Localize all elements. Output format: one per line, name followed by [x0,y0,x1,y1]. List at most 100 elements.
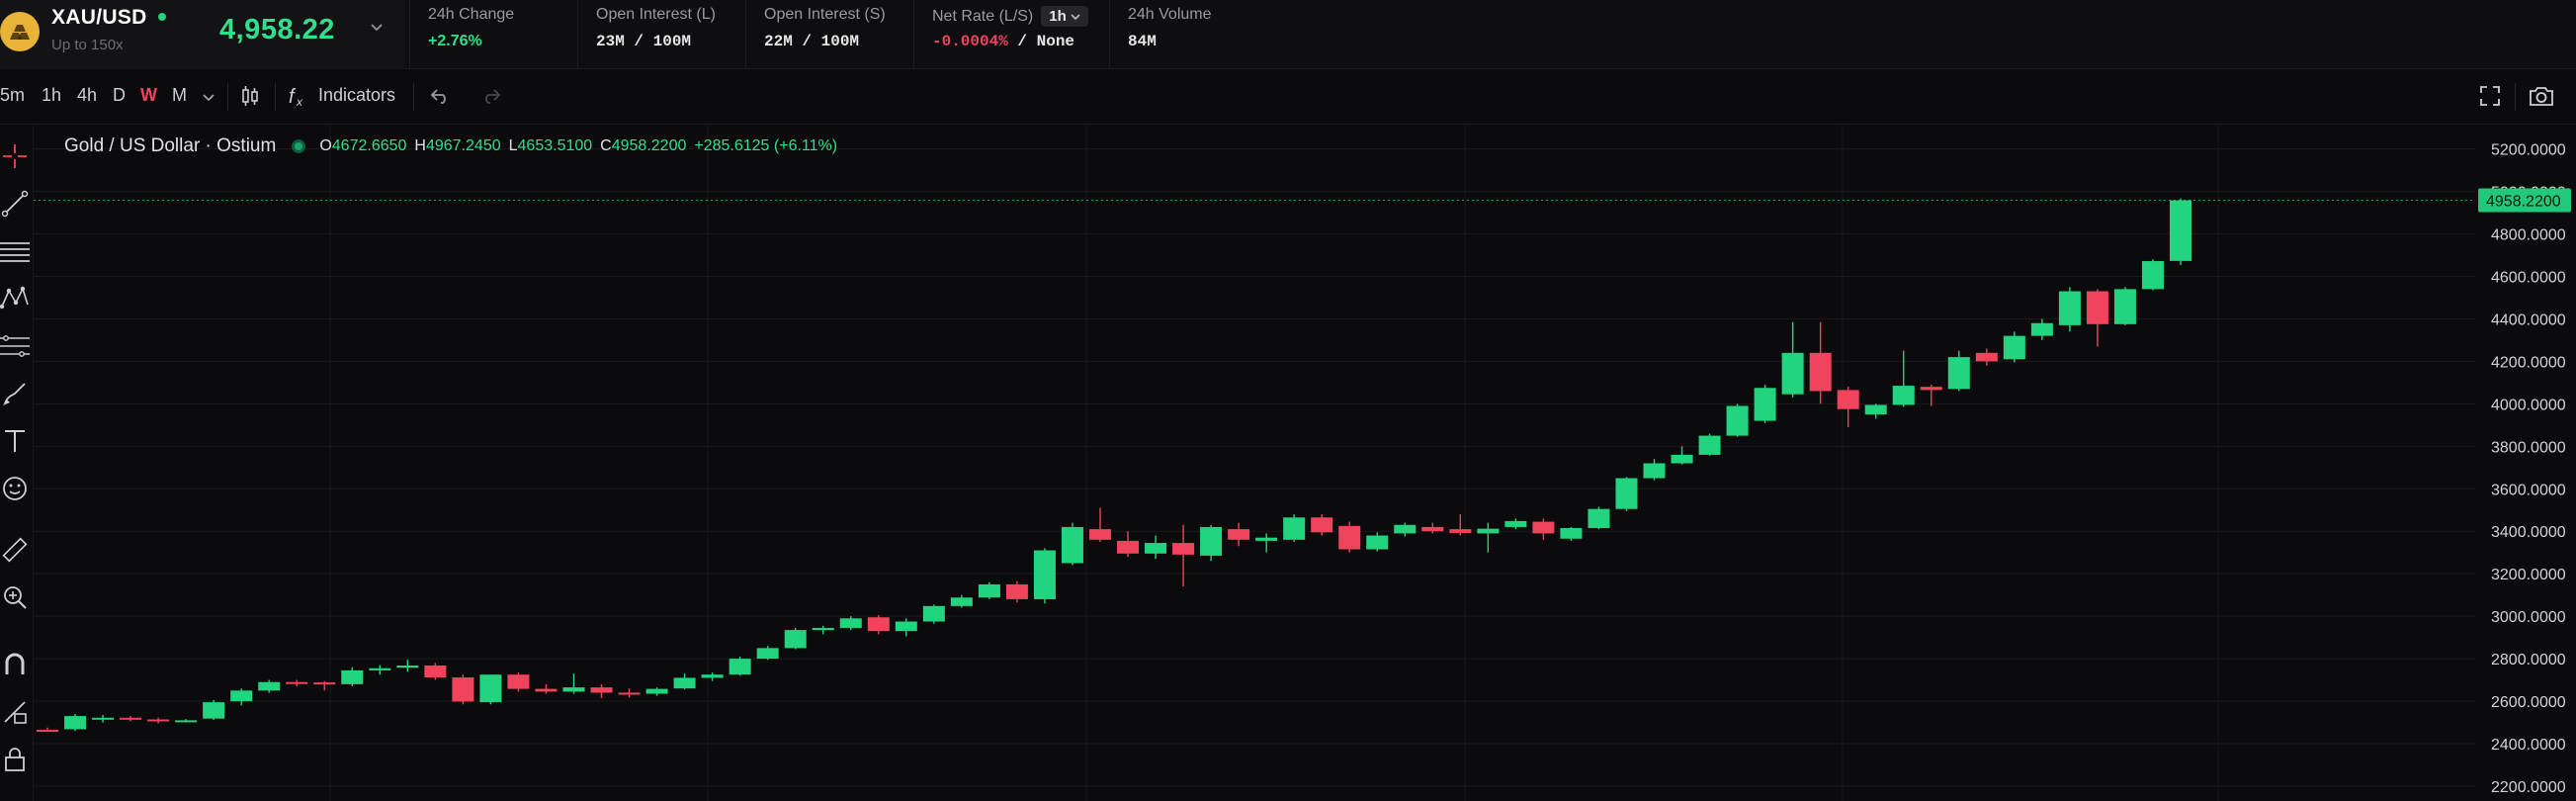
asset-symbol: XAU/USD [51,6,147,29]
legend-change: +285.6125 (+6.11%) [694,137,838,154]
last-price-tag [2478,188,2571,213]
candle-body [535,688,558,692]
candles-type-icon[interactable] [235,81,265,111]
lock-icon[interactable] [0,745,30,774]
undo-icon[interactable] [425,81,455,111]
y-tick-label: 3400.0000 [2491,524,2566,541]
candle-body [1394,524,1417,534]
candle-body [618,692,641,695]
candle-body [729,659,751,675]
candle-body [2141,261,2164,290]
candle-body [1477,528,1500,534]
price-chart[interactable]: 5200.00005000.00004800.00004600.00004400… [34,126,2576,801]
fullscreen-icon[interactable] [2475,81,2505,111]
candle-body [645,688,668,694]
candle-body [396,665,419,668]
emoji-icon[interactable] [0,474,30,503]
legend-high-label: H [414,137,426,154]
gold-bars-icon [0,12,40,51]
candle-body [1560,528,1583,539]
toolbar-divider [227,83,228,111]
y-tick-label: 5200.0000 [2491,142,2566,159]
brush-icon[interactable] [0,379,30,408]
y-tick-label: 3600.0000 [2491,482,2566,498]
candle-body [1005,583,1028,599]
stat-label: Open Interest (S) [764,6,886,23]
stat-value: -0.0004% / None [932,33,1074,50]
candle-body [120,717,142,720]
interval-d[interactable]: D [113,85,126,105]
legend-high-value: 4967.2450 [425,137,501,154]
candle-body [590,687,613,693]
interval-m[interactable]: M [172,85,187,105]
indicators-button[interactable]: Indicators [318,85,396,105]
candle-body [922,605,945,622]
candlestick-chart[interactable]: 5200.00005000.00004800.00004600.00004400… [34,126,2576,801]
candle-body [1283,517,1306,540]
live-status-dot [158,13,166,21]
text-tool-icon[interactable] [0,426,30,456]
legend-close-value: 4958.2200 [611,137,687,154]
candle-body [2030,322,2053,336]
timeframe-value: 1h [1049,8,1067,25]
interval-w[interactable]: W [140,85,157,105]
candle-body [673,677,696,689]
asset-selector[interactable]: XAU/USD Up to 150x 4,958.22 [0,0,405,69]
stat-value: +2.76% [428,33,482,49]
y-tick-label: 2800.0000 [2491,652,2566,668]
zoom-in-icon[interactable] [0,582,30,612]
camera-icon[interactable] [2527,81,2556,111]
candle-body [507,674,530,689]
lock-drawing-icon[interactable] [0,697,30,727]
pattern-tool-icon[interactable] [0,284,30,313]
candle-body [92,717,115,720]
interval-1h[interactable]: 1h [42,85,62,105]
candle-body [1892,386,1915,405]
candle-body [2058,291,2081,325]
candle-body [1864,404,1887,415]
candle-body [1532,521,1555,534]
ruler-icon[interactable] [0,535,30,565]
candle-body [1975,352,1998,362]
y-tick-label: 4600.0000 [2491,269,2566,286]
toolbar-divider [275,83,276,111]
y-tick-label: 3200.0000 [2491,567,2566,583]
stat-value: 22M / 100M [764,33,860,50]
horizontal-lines-icon[interactable] [0,236,30,266]
legend-open-value: 4672.6650 [331,137,407,154]
net-rate-timeframe-dropdown[interactable]: 1h [1041,6,1088,27]
market-header: XAU/USD Up to 150x 4,958.22 24h Change +… [0,0,2576,69]
interval-5m[interactable]: 5m [0,85,26,105]
candle-body [812,627,834,631]
interval-4h[interactable]: 4h [77,85,98,105]
asset-leverage: Up to 150x [51,37,124,53]
candle-body [1809,352,1832,392]
candle-body [1366,535,1389,550]
chevron-down-icon [1071,14,1080,21]
candle-body [562,687,585,692]
chevron-down-icon[interactable] [370,20,384,38]
stat-label-text: Net Rate (L/S) [932,8,1034,25]
net-rate-value: -0.0004% [932,33,1008,50]
candle-body [1228,529,1250,540]
crosshair-icon[interactable] [0,141,30,171]
candle-body [258,681,281,691]
toolbar-divider [2515,83,2516,111]
redo-icon[interactable] [476,81,506,111]
candle-body [1338,525,1361,550]
chevron-down-icon[interactable] [194,83,223,113]
candle-body [341,669,364,684]
trend-line-icon[interactable] [0,189,30,219]
candle-body [1643,463,1666,479]
candle-body [37,730,58,733]
candle-body [230,690,253,702]
stat-value: 84M [1128,33,1157,50]
fib-tool-icon[interactable] [0,331,30,361]
candle-body [1698,435,1721,455]
candle-body [1504,520,1527,527]
magnet-icon[interactable] [0,650,30,679]
legend-low-label: L [508,137,518,154]
y-tick-label: 2600.0000 [2491,694,2566,711]
legend-symbol: Gold / US Dollar · Ostium [64,135,277,156]
